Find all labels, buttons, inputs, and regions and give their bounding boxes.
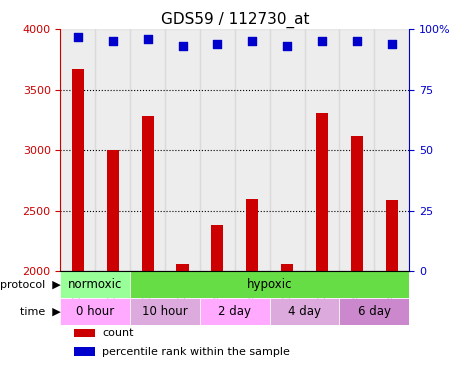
Bar — [72, 69, 84, 272]
Bar — [200, 29, 235, 272]
Text: percentile rank within the sample: percentile rank within the sample — [102, 347, 290, 357]
Point — [283, 43, 291, 49]
Bar — [95, 29, 130, 272]
Bar — [211, 225, 224, 272]
Point — [144, 36, 152, 42]
Point — [74, 34, 82, 40]
Point — [109, 38, 116, 44]
Point — [388, 41, 395, 47]
Text: 2 day: 2 day — [219, 305, 251, 318]
FancyBboxPatch shape — [200, 298, 270, 325]
Text: normoxic: normoxic — [68, 278, 122, 291]
Point — [318, 38, 325, 44]
Text: 4 day: 4 day — [288, 305, 321, 318]
Point — [179, 43, 186, 49]
Bar — [316, 113, 328, 272]
Bar — [60, 29, 95, 272]
Bar — [339, 29, 374, 272]
Bar — [246, 199, 259, 272]
Bar — [235, 29, 270, 272]
Bar — [141, 116, 154, 272]
Bar — [176, 264, 189, 272]
Text: time  ▶: time ▶ — [20, 306, 60, 317]
Text: protocol  ▶: protocol ▶ — [0, 280, 60, 290]
Point — [248, 38, 256, 44]
Text: 6 day: 6 day — [358, 305, 391, 318]
Bar — [385, 200, 398, 272]
FancyBboxPatch shape — [60, 272, 130, 298]
Bar — [106, 150, 119, 272]
Text: count: count — [102, 328, 134, 338]
Bar — [165, 29, 200, 272]
Text: hypoxic: hypoxic — [247, 278, 292, 291]
FancyBboxPatch shape — [270, 298, 339, 325]
Bar — [74, 347, 95, 356]
Bar — [374, 29, 409, 272]
Bar — [74, 329, 95, 337]
FancyBboxPatch shape — [130, 272, 409, 298]
Point — [353, 38, 361, 44]
Bar — [270, 29, 305, 272]
FancyBboxPatch shape — [60, 298, 130, 325]
FancyBboxPatch shape — [130, 298, 200, 325]
Bar — [351, 136, 363, 272]
Text: 0 hour: 0 hour — [76, 305, 114, 318]
Bar — [305, 29, 339, 272]
Text: 10 hour: 10 hour — [142, 305, 188, 318]
FancyBboxPatch shape — [339, 298, 409, 325]
Title: GDS59 / 112730_at: GDS59 / 112730_at — [160, 12, 309, 28]
Bar — [130, 29, 165, 272]
Bar — [281, 264, 293, 272]
Point — [214, 41, 221, 47]
